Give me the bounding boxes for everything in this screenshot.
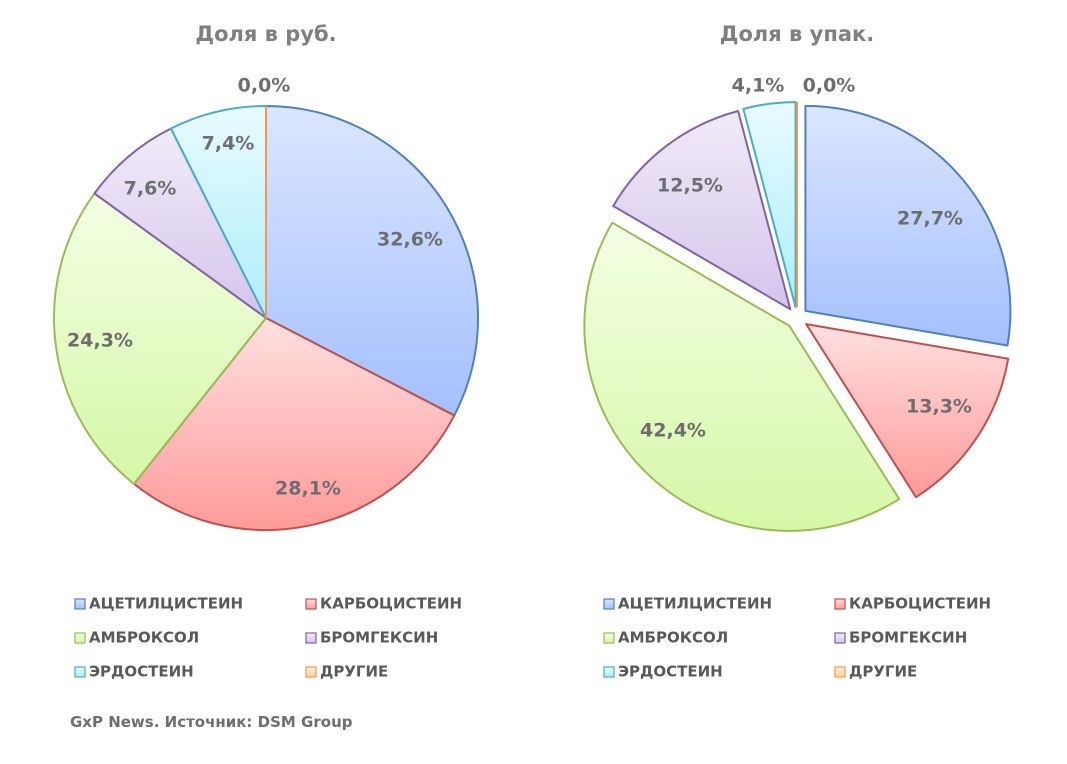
legend-label: АМБРОКСОЛ — [618, 629, 728, 647]
legend-label: ЭРДОСТЕИН — [89, 663, 194, 681]
legend-label: БРОМГЕКСИН — [320, 629, 438, 647]
data-label-drugie: 0,0% — [238, 75, 291, 97]
legend-swatch — [74, 598, 86, 610]
pie-slices — [53, 105, 479, 531]
legend-item-drugie: ДРУГИЕ — [305, 663, 388, 681]
data-label-ambroksol: 42,4% — [640, 420, 706, 442]
legend-swatch — [834, 632, 846, 644]
legend-swatch — [74, 666, 86, 678]
pie-slice-atsetiltsistein — [804, 104, 1012, 347]
data-label-ambroksol: 24,3% — [67, 330, 133, 352]
legend-label: КАРБОЦИСТЕИН — [849, 595, 991, 613]
legend-item-karbotsistein: КАРБОЦИСТЕИН — [305, 595, 462, 613]
legend-item-bromgeksin: БРОМГЕКСИН — [305, 629, 438, 647]
legend-item-erdostein: ЭРДОСТЕИН — [74, 663, 194, 681]
pie-chart-rubles: Доля в руб. 32,6%28,1%24,3%7,6%7,4%0,0% … — [53, 22, 479, 681]
legend-swatch — [74, 632, 86, 644]
data-label-karbotsistein: 28,1% — [275, 478, 341, 500]
pie-data-labels: 32,6% 28,1% 24,3% 7,6% 7,4% 0,0% — [67, 75, 443, 500]
source-caption: GxP News. Источник: DSM Group — [70, 713, 353, 731]
legend-item-atsetiltsistein: АЦЕТИЛЦИСТЕИН — [74, 595, 243, 613]
data-label-bromgeksin: 7,6% — [124, 178, 177, 200]
legend-swatch — [603, 632, 615, 644]
legend-item-bromgeksin: БРОМГЕКСИН — [834, 629, 967, 647]
data-label-atsetiltsistein: 27,7% — [897, 208, 963, 230]
legend-item-drugie: ДРУГИЕ — [834, 663, 917, 681]
legend-item-atsetiltsistein: АЦЕТИЛЦИСТЕИН — [603, 595, 772, 613]
legend-label: КАРБОЦИСТЕИН — [320, 595, 462, 613]
pie-slice-karbotsistein — [805, 323, 1010, 499]
legend-label: АМБРОКСОЛ — [89, 629, 199, 647]
data-label-bromgeksin: 12,5% — [657, 175, 723, 197]
legend-label: БРОМГЕКСИН — [849, 629, 967, 647]
chart-legend: АЦЕТИЛЦИСТЕИН КАРБОЦИСТЕИН АМБРОКСОЛ БРОМГЕ… — [603, 595, 991, 681]
legend-item-karbotsistein: КАРБОЦИСТЕИН — [834, 595, 991, 613]
data-label-erdostein: 7,4% — [202, 133, 255, 155]
pie-slice-erdostein — [169, 105, 267, 319]
data-label-atsetiltsistein: 32,6% — [377, 229, 443, 251]
pie-slices — [583, 101, 1012, 532]
legend-swatch — [603, 666, 615, 678]
legend-item-erdostein: ЭРДОСТЕИН — [603, 663, 723, 681]
legend-label: АЦЕТИЛЦИСТЕИН — [618, 595, 772, 613]
pie-slice-karbotsistein — [132, 317, 456, 531]
legend-swatch — [305, 598, 317, 610]
pie-slice-atsetiltsistein — [265, 105, 479, 417]
pie-slice-bromgeksin — [612, 110, 792, 311]
chart-legend: АЦЕТИЛЦИСТЕИН КАРБОЦИСТЕИН АМБРОКСОЛ БРОМГЕ… — [74, 595, 462, 681]
pie-slice-erdostein — [742, 101, 797, 309]
data-label-drugie: 0,0% — [803, 75, 856, 97]
legend-item-ambroksol: АМБРОКСОЛ — [603, 629, 728, 647]
legend-swatch — [834, 598, 846, 610]
pie-slice-ambroksol — [583, 221, 901, 532]
chart-title: Доля в руб. — [195, 22, 336, 46]
data-label-erdostein: 4,1% — [732, 75, 785, 97]
legend-label: ДРУГИЕ — [849, 663, 917, 681]
legend-label: ЭРДОСТЕИН — [618, 663, 723, 681]
legend-swatch — [603, 598, 615, 610]
legend-swatch — [305, 632, 317, 644]
pie-data-labels: 27,7% 13,3% 42,4% 12,5% 4,1% 0,0% — [640, 75, 972, 442]
legend-item-ambroksol: АМБРОКСОЛ — [74, 629, 199, 647]
data-label-karbotsistein: 13,3% — [906, 396, 972, 418]
legend-swatch — [305, 666, 317, 678]
legend-swatch — [834, 666, 846, 678]
pie-slice-ambroksol — [53, 192, 267, 485]
legend-label: АЦЕТИЛЦИСТЕИН — [89, 595, 243, 613]
pie-chart-packages: Доля в упак. 27,7% 13,3% 42,4% 12,5% 4,1% 0,0… — [583, 22, 1012, 681]
pie-slice-bromgeksin — [93, 127, 267, 319]
chart-title: Доля в упак. — [720, 22, 875, 46]
legend-label: ДРУГИЕ — [320, 663, 388, 681]
